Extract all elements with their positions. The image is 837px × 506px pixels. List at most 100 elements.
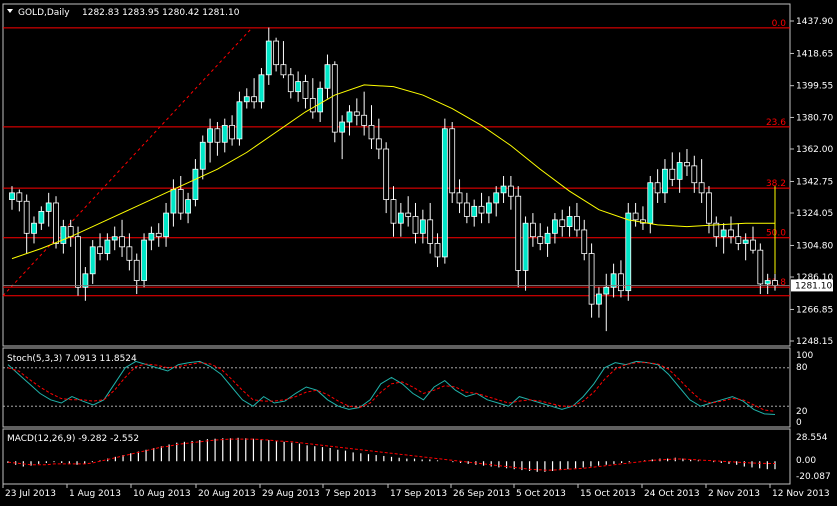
candle[interactable]: [559, 209, 566, 237]
candle[interactable]: [750, 226, 756, 254]
candle[interactable]: [221, 118, 228, 153]
candle[interactable]: [60, 219, 67, 254]
candle[interactable]: [640, 206, 646, 230]
candle[interactable]: [258, 68, 265, 109]
candle[interactable]: [654, 169, 661, 203]
candle[interactable]: [603, 273, 610, 332]
candle[interactable]: [419, 209, 426, 244]
candle[interactable]: [720, 223, 727, 254]
candle[interactable]: [757, 243, 764, 295]
candle[interactable]: [471, 199, 478, 227]
candle[interactable]: [280, 41, 287, 79]
candle[interactable]: [97, 233, 103, 261]
candle[interactable]: [324, 54, 331, 99]
candle[interactable]: [735, 223, 742, 251]
candle[interactable]: [552, 213, 558, 244]
candle[interactable]: [662, 159, 668, 203]
candle[interactable]: [441, 118, 448, 264]
candle[interactable]: [287, 68, 294, 99]
candle[interactable]: [119, 219, 125, 257]
candle[interactable]: [302, 74, 309, 109]
candle[interactable]: [163, 202, 169, 247]
candle[interactable]: [104, 233, 111, 261]
candle[interactable]: [588, 243, 595, 318]
candle[interactable]: [684, 149, 690, 176]
candle[interactable]: [273, 37, 280, 72]
candle[interactable]: [390, 186, 397, 237]
candle[interactable]: [522, 216, 529, 291]
candle[interactable]: [207, 118, 213, 163]
candle[interactable]: [566, 206, 573, 237]
candle[interactable]: [353, 98, 360, 126]
candle[interactable]: [397, 202, 404, 237]
candle[interactable]: [691, 155, 698, 193]
candle[interactable]: [317, 81, 324, 123]
candle[interactable]: [764, 273, 771, 295]
candle[interactable]: [500, 175, 507, 203]
candle[interactable]: [596, 287, 602, 318]
candle[interactable]: [9, 186, 15, 210]
candle[interactable]: [148, 226, 155, 251]
candle[interactable]: [368, 105, 375, 149]
candle[interactable]: [177, 175, 184, 220]
candle[interactable]: [155, 223, 162, 247]
triangle-down-icon[interactable]: [7, 9, 13, 13]
candle[interactable]: [89, 240, 96, 284]
candle[interactable]: [53, 196, 59, 249]
candle[interactable]: [331, 61, 338, 143]
candle[interactable]: [478, 192, 485, 224]
candle[interactable]: [339, 115, 346, 160]
candle[interactable]: [31, 216, 37, 244]
candle[interactable]: [236, 91, 243, 146]
candle[interactable]: [515, 186, 522, 288]
candle[interactable]: [251, 78, 258, 109]
candle[interactable]: [574, 202, 580, 237]
candle[interactable]: [265, 27, 272, 85]
candle[interactable]: [742, 233, 749, 261]
candle[interactable]: [493, 186, 500, 217]
candle[interactable]: [706, 186, 712, 234]
candle[interactable]: [412, 202, 419, 244]
candle[interactable]: [229, 115, 235, 146]
candle[interactable]: [698, 159, 705, 203]
candle[interactable]: [375, 118, 382, 160]
candle[interactable]: [170, 179, 177, 227]
fibonacci-trend-line[interactable]: [2, 27, 253, 297]
candle[interactable]: [647, 175, 654, 234]
candle[interactable]: [45, 192, 52, 227]
candle[interactable]: [449, 122, 456, 203]
candle[interactable]: [485, 196, 492, 224]
candle[interactable]: [772, 273, 778, 291]
candle[interactable]: [456, 179, 463, 214]
candle[interactable]: [618, 260, 624, 298]
candle[interactable]: [610, 263, 617, 298]
candle[interactable]: [383, 142, 390, 214]
candle[interactable]: [544, 226, 551, 257]
candle[interactable]: [463, 192, 470, 224]
candle[interactable]: [126, 233, 133, 271]
candle[interactable]: [581, 219, 588, 261]
candle[interactable]: [625, 202, 632, 301]
candle[interactable]: [295, 71, 302, 102]
candle[interactable]: [214, 122, 221, 156]
candle[interactable]: [405, 196, 412, 227]
candle[interactable]: [346, 105, 353, 136]
candle[interactable]: [67, 219, 74, 247]
candle[interactable]: [38, 206, 45, 230]
candle[interactable]: [185, 192, 191, 224]
candle[interactable]: [632, 202, 639, 227]
candle[interactable]: [537, 223, 544, 251]
candle[interactable]: [199, 135, 206, 180]
candle[interactable]: [243, 88, 250, 109]
candle[interactable]: [361, 91, 368, 136]
candle[interactable]: [111, 226, 118, 251]
candle[interactable]: [676, 152, 683, 193]
candle[interactable]: [713, 216, 720, 247]
candle[interactable]: [529, 213, 536, 247]
candle[interactable]: [75, 226, 81, 296]
candle[interactable]: [309, 78, 316, 119]
candle[interactable]: [23, 194, 30, 254]
candle[interactable]: [434, 233, 441, 268]
